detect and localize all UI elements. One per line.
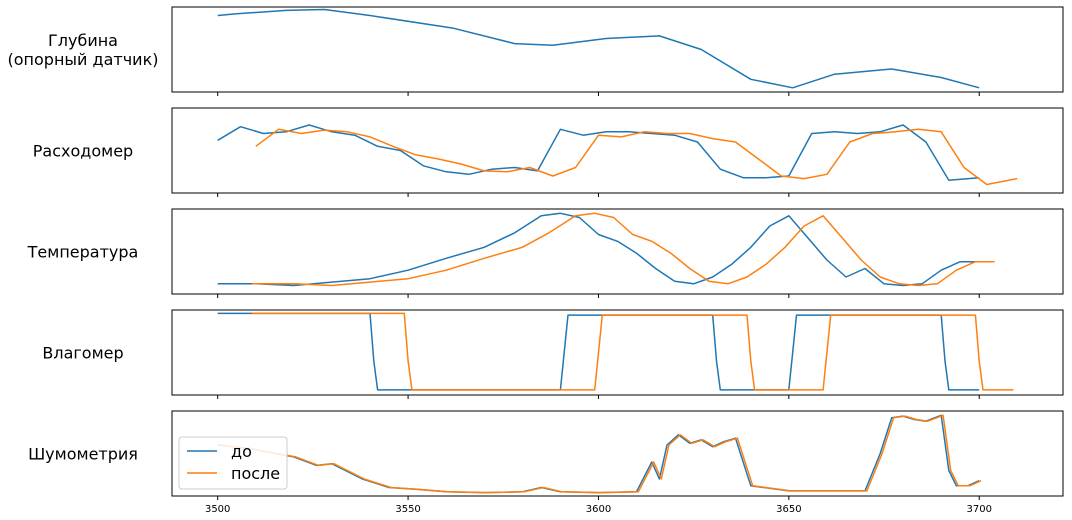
panel-4: Шумометрия [28,410,1064,500]
panel-frame [171,208,1064,295]
legend-label: после [231,464,280,483]
panel-0: Глубина(опорный датчик) [8,6,1064,96]
panels-layer: Глубина(опорный датчик) Расходомер Темпера… [8,6,1064,500]
series-line-after [255,128,1018,186]
panel-label: Шумометрия [28,445,138,464]
panel-label: Влагомер [42,344,123,363]
legend-box [178,436,288,490]
panel-frame [171,309,1064,396]
panel-frame [171,410,1064,497]
series-line-after [252,312,1014,391]
legend-label: до [231,442,252,461]
panel-label: Глубина [48,31,118,50]
panel-frame [171,107,1064,194]
series-line-before [217,312,980,391]
x-tick-label: 3650 [776,504,801,515]
panel-label: Температура [27,243,139,262]
x-tick-label: 3550 [395,504,420,515]
series-line-before [217,8,980,89]
x-axis: 3500 3550 3600 3650 3700 [205,504,992,515]
series-line-after [219,414,982,494]
panel-2: Температура [27,208,1064,298]
series-line-before [217,212,980,287]
series-line-after [252,212,995,287]
x-tick-label: 3600 [586,504,611,515]
x-tick-label: 3700 [967,504,992,515]
legend: до после [178,436,288,490]
panel-1: Расходомер [33,107,1064,197]
series-line-before [217,124,980,182]
panel-frame [171,6,1064,93]
panel-label: (опорный датчик) [8,50,159,69]
panel-label: Расходомер [33,142,133,161]
panel-3: Влагомер [42,309,1064,399]
x-tick-label: 3500 [205,504,230,515]
series-line-before [217,414,980,494]
